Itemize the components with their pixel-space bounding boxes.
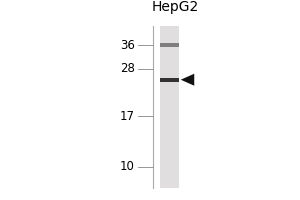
Bar [160,78,179,82]
Bar [160,26,179,188]
Bar [160,43,179,47]
Text: 36: 36 [120,39,135,52]
Text: 17: 17 [120,110,135,123]
Polygon shape [181,74,194,86]
Text: HepG2: HepG2 [152,0,199,14]
Text: 10: 10 [120,160,135,173]
Text: 28: 28 [120,62,135,75]
